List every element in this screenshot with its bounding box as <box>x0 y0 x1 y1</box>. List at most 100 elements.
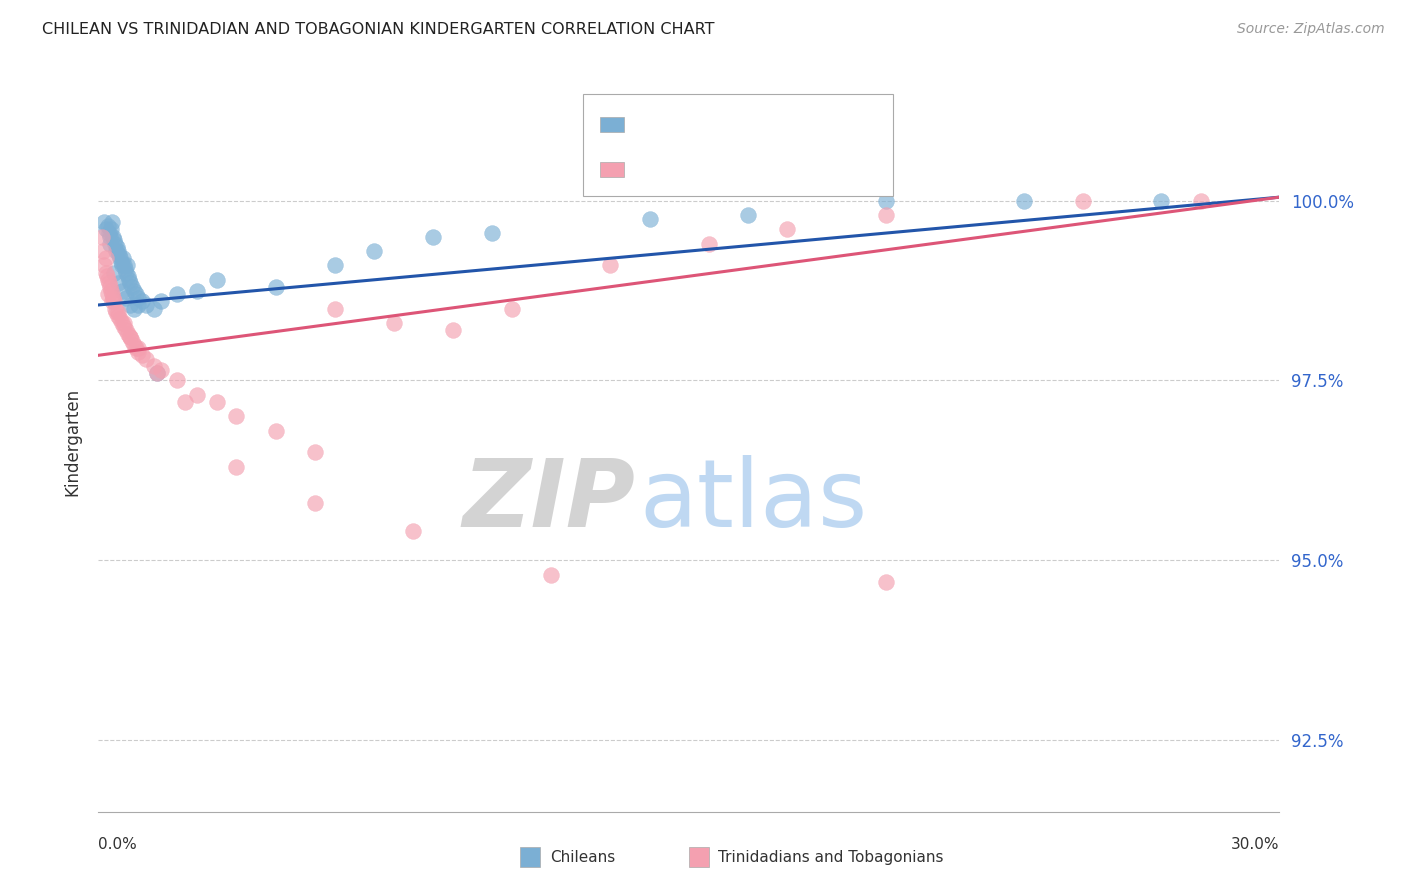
Point <box>96 222 118 236</box>
Point <box>125 341 148 355</box>
Point <box>186 284 208 298</box>
Point <box>122 284 145 298</box>
Point <box>121 280 143 294</box>
Point <box>304 495 326 509</box>
Point <box>142 301 165 316</box>
Point <box>101 287 124 301</box>
Point <box>481 226 503 240</box>
Point <box>90 229 112 244</box>
Point <box>108 247 131 261</box>
Point <box>115 291 138 305</box>
Text: ZIP: ZIP <box>463 455 636 547</box>
Point <box>98 229 121 244</box>
Point <box>150 362 173 376</box>
Point <box>1012 194 1035 208</box>
Point <box>264 280 287 294</box>
Point <box>382 316 405 330</box>
Point <box>110 255 132 269</box>
Point <box>540 567 562 582</box>
Text: atlas: atlas <box>640 455 868 547</box>
Text: Source: ZipAtlas.com: Source: ZipAtlas.com <box>1237 22 1385 37</box>
Point <box>146 366 169 380</box>
Point <box>103 294 125 309</box>
Point <box>150 294 173 309</box>
Point <box>205 273 228 287</box>
Point <box>1189 194 1212 208</box>
Point <box>98 226 121 240</box>
Point <box>131 294 153 309</box>
Point <box>142 359 165 373</box>
Point <box>118 330 141 344</box>
Point <box>737 208 759 222</box>
Point <box>105 305 128 319</box>
Point <box>186 388 208 402</box>
Point <box>122 337 145 351</box>
Point <box>108 252 131 266</box>
Point <box>101 294 124 309</box>
Point <box>122 301 145 316</box>
Point <box>100 284 122 298</box>
Point <box>96 269 118 284</box>
Point <box>166 287 188 301</box>
Text: 0.0%: 0.0% <box>98 837 138 852</box>
Point <box>100 222 122 236</box>
Point <box>103 229 125 244</box>
Point <box>1150 194 1173 208</box>
Point <box>91 244 114 258</box>
Point <box>104 301 127 316</box>
Text: Chileans: Chileans <box>550 850 614 864</box>
Point <box>166 374 188 388</box>
Text: R = 0.431   N = 55: R = 0.431 N = 55 <box>638 116 808 134</box>
Point <box>776 222 799 236</box>
Point <box>111 316 134 330</box>
Point <box>98 280 121 294</box>
Point <box>127 341 149 355</box>
Point <box>98 277 121 291</box>
Point <box>117 326 139 341</box>
Point <box>875 574 897 589</box>
Point <box>114 262 136 277</box>
Point <box>101 215 124 229</box>
Point <box>103 266 125 280</box>
Point <box>112 319 135 334</box>
Point <box>1071 194 1094 208</box>
Point <box>127 344 149 359</box>
Point <box>323 301 346 316</box>
Point <box>103 233 125 247</box>
Point <box>117 269 139 284</box>
Point <box>127 298 149 312</box>
Point <box>118 298 141 312</box>
Point <box>97 273 120 287</box>
Text: R = 0.382   N = 59: R = 0.382 N = 59 <box>638 161 808 178</box>
Point <box>697 236 720 251</box>
Point <box>107 277 129 291</box>
Point <box>638 211 661 226</box>
Point <box>111 284 134 298</box>
Point <box>111 252 134 266</box>
Point <box>135 351 157 366</box>
Point <box>363 244 385 258</box>
Point <box>875 194 897 208</box>
Point <box>501 301 523 316</box>
Point <box>94 252 117 266</box>
Point <box>225 459 247 474</box>
Point <box>115 266 138 280</box>
Point <box>125 287 148 301</box>
Point <box>118 273 141 287</box>
Point <box>96 266 118 280</box>
Point <box>205 395 228 409</box>
Point <box>118 277 141 291</box>
Point <box>441 323 464 337</box>
Text: 30.0%: 30.0% <box>1232 837 1279 852</box>
Point <box>402 524 425 539</box>
Point <box>108 312 131 326</box>
Text: CHILEAN VS TRINIDADIAN AND TOBAGONIAN KINDERGARTEN CORRELATION CHART: CHILEAN VS TRINIDADIAN AND TOBAGONIAN KI… <box>42 22 714 37</box>
Point <box>146 366 169 380</box>
Point <box>97 219 120 233</box>
Point <box>174 395 197 409</box>
Point <box>118 330 141 344</box>
Point <box>93 215 115 229</box>
Point <box>127 291 149 305</box>
Point <box>599 259 621 273</box>
Point <box>135 298 157 312</box>
